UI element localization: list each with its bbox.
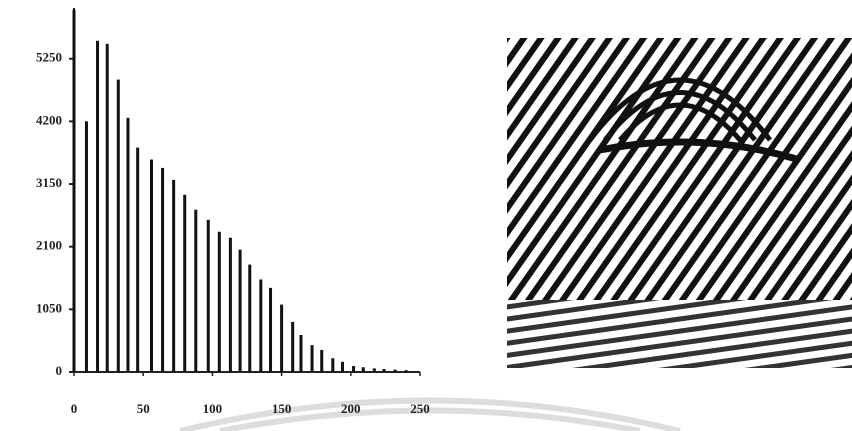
y-tick-label: 4200 [36,112,62,127]
bar [405,370,408,372]
y-tick-label: 1050 [36,300,62,315]
x-tick-label: 0 [71,401,78,416]
bar [352,366,355,372]
bar [373,368,376,372]
watermark [180,401,680,431]
y-tick-label: 5250 [36,50,62,65]
bar [341,362,344,372]
bar [331,358,334,372]
bar [239,250,242,372]
x-tick-label: 50 [137,401,150,416]
y-tick-label: 0 [56,363,63,378]
y-tick-label: 2100 [36,238,62,253]
bar [150,160,153,372]
x-tick-label: 200 [341,401,361,416]
bar [299,335,302,372]
bar [73,10,76,372]
bar [229,238,232,372]
bar [259,280,262,372]
y-tick-label: 3150 [36,175,62,190]
bar [394,370,397,372]
bar [183,195,186,372]
figure: 0 1050 2100 3150 4200 5250 0 50 100 150 200 250 [0,0,852,431]
bar [383,369,386,372]
bar [161,168,164,372]
bar [291,322,294,372]
bar [218,232,221,372]
bar [172,180,175,372]
bar [207,220,210,372]
fingerprint-image [507,38,852,368]
bar [136,148,139,372]
x-tick-label: 100 [203,401,223,416]
bar [269,288,272,372]
bar [280,305,283,372]
x-tick-label: 150 [272,401,292,416]
bar [311,345,314,372]
bar [126,118,129,372]
x-tick-label: 250 [410,401,430,416]
bar [96,41,99,372]
bar [194,210,197,372]
bar [117,80,120,372]
bar [106,44,109,372]
bar [362,367,365,372]
bar [320,350,323,372]
bar [85,121,88,372]
bar [248,265,251,372]
